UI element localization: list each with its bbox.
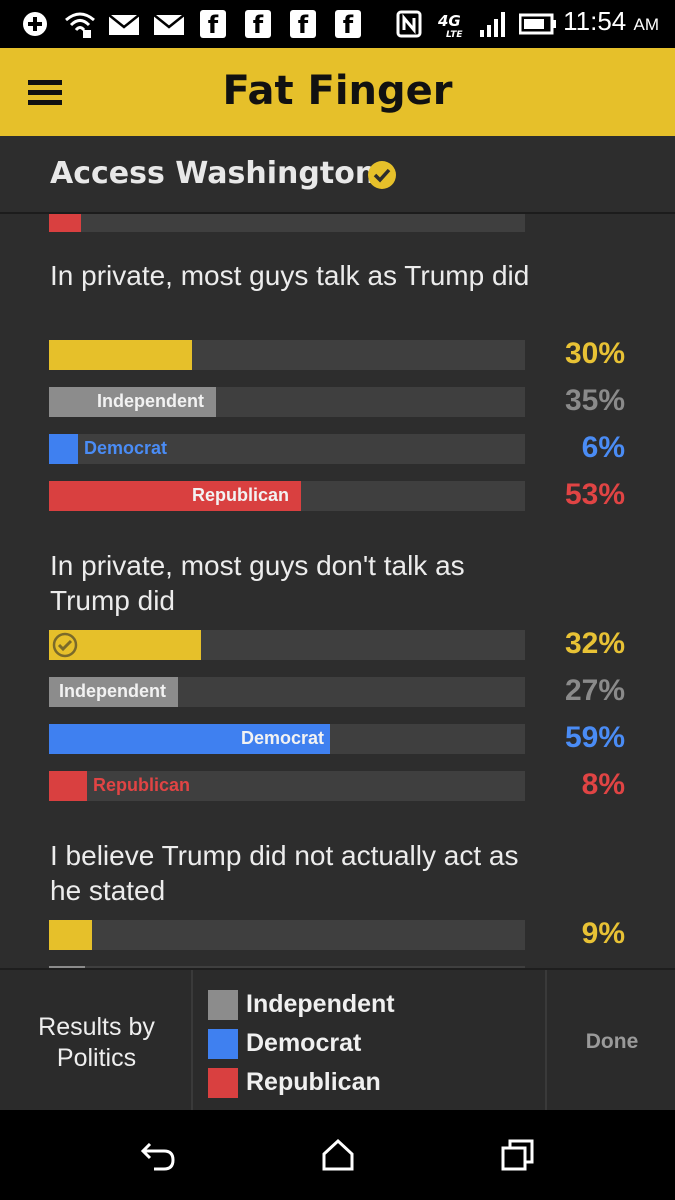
navigation-bar xyxy=(0,1110,675,1200)
result-percentage-republican: 53% xyxy=(564,478,625,511)
svg-text:LTE: LTE xyxy=(446,30,463,38)
legend-label: Democrat xyxy=(246,1029,362,1057)
result-bar-republican: Republican xyxy=(49,481,525,511)
result-bar-fill xyxy=(49,434,78,464)
legend-swatch xyxy=(208,990,238,1020)
battery-icon xyxy=(519,13,556,35)
facebook-icon: f xyxy=(245,10,271,39)
result-percentage-independent: 27% xyxy=(564,674,625,707)
result-percentage-all: 30% xyxy=(564,337,625,370)
bar-label-democrat: Democrat xyxy=(241,728,325,748)
result-bar-fill xyxy=(49,340,192,370)
facebook-icon: f xyxy=(200,10,226,39)
result-percentage-republican: 8% xyxy=(581,768,625,801)
selected-check-icon xyxy=(52,632,78,658)
result-bar-fill xyxy=(49,724,330,754)
done-button[interactable]: Done xyxy=(545,970,675,1112)
bar-label-republican: Republican xyxy=(93,775,191,795)
result-bar-democrat: Democrat xyxy=(49,724,525,754)
result-percentage-democrat: 59% xyxy=(564,721,625,754)
signal-icon xyxy=(480,12,505,37)
status-bar: f f f f 4G LTE 11:54 AM xyxy=(0,0,675,48)
result-bar-fill xyxy=(49,387,216,417)
result-bar-fill xyxy=(49,966,85,968)
result-bar-all xyxy=(49,920,525,950)
result-bar-fill xyxy=(49,481,301,511)
result-bar-fill xyxy=(49,214,81,232)
legend-swatch xyxy=(208,1029,238,1059)
clock: 11:54 AM xyxy=(563,6,659,36)
mail-icon xyxy=(108,14,140,35)
nfc-icon xyxy=(396,10,422,38)
results-by-label: Results by Politics xyxy=(38,1013,155,1072)
network-4g-icon: 4G LTE xyxy=(438,12,463,38)
result-bar-track xyxy=(49,966,525,968)
poll-answer-text: In private, most guys don't talk as Trum… xyxy=(50,550,465,616)
result-bar-fill xyxy=(49,677,178,707)
wifi-icon xyxy=(65,12,95,38)
results-by-politics-button[interactable]: Results by Politics xyxy=(0,970,193,1112)
result-bar-independent: Independent xyxy=(49,387,525,417)
result-percentage-all: 32% xyxy=(564,627,625,660)
add-icon xyxy=(23,12,47,36)
back-icon[interactable] xyxy=(140,1138,176,1172)
sub-header: Access Washington xyxy=(0,136,675,214)
app-bar: Fat Finger xyxy=(0,48,675,136)
results-list[interactable]: In private, most guys talk as Trump did 3… xyxy=(0,214,675,968)
result-bar-independent: Independent xyxy=(49,677,525,707)
bar-label-republican: Republican xyxy=(192,485,290,505)
result-bar-all xyxy=(49,630,525,660)
facebook-icon: f xyxy=(335,10,361,39)
recents-icon[interactable] xyxy=(500,1138,536,1172)
legend-label: Independent xyxy=(246,990,395,1018)
legend-swatch xyxy=(208,1068,238,1098)
result-bar-fill xyxy=(49,630,201,660)
result-bar-all xyxy=(49,340,525,370)
bar-label-independent: Independent xyxy=(59,681,166,701)
bar-label-independent: Independent xyxy=(97,391,204,411)
result-percentage-independent: 35% xyxy=(564,384,625,417)
home-icon[interactable] xyxy=(320,1138,356,1172)
facebook-icon: f xyxy=(290,10,316,39)
verified-check-icon xyxy=(368,161,396,189)
poll-answer-text: I believe Trump did not actually act as … xyxy=(50,840,519,906)
legend-label: Republican xyxy=(246,1068,381,1096)
result-percentage-all: 9% xyxy=(581,917,625,950)
result-bar-track xyxy=(49,214,525,232)
page-title: Access Washington xyxy=(50,156,377,191)
result-bar-fill xyxy=(49,771,87,801)
result-bar-fill xyxy=(49,920,92,950)
done-label: Done xyxy=(585,1030,639,1053)
poll-answer-text: In private, most guys talk as Trump did xyxy=(50,260,530,291)
result-percentage-democrat: 6% xyxy=(581,431,625,464)
mail-icon xyxy=(153,14,185,35)
hamburger-menu-icon[interactable] xyxy=(28,80,62,106)
result-bar-republican: Republican xyxy=(49,771,525,801)
bar-label-democrat: Democrat xyxy=(84,438,168,458)
result-bar-democrat: Democrat xyxy=(49,434,525,464)
results-filter-panel: Results by Politics Independent Democrat R… xyxy=(0,968,675,1112)
svg-text:4G: 4G xyxy=(438,12,461,30)
app-title: Fat Finger xyxy=(222,68,453,114)
